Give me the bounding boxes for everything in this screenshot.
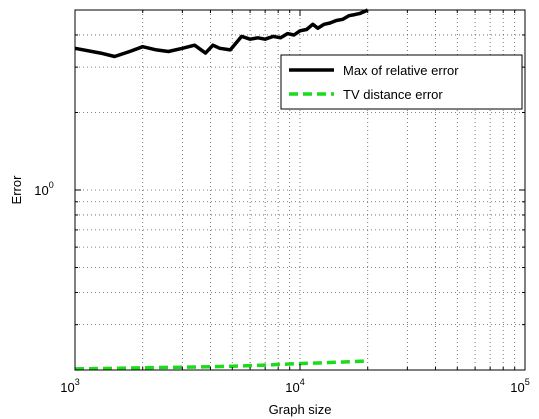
legend-label-max-relative-error: Max of relative error — [343, 63, 459, 78]
x-tick-label: 104 — [285, 377, 304, 395]
x-tick-label: 105 — [510, 377, 529, 395]
x-tick-exponent: 4 — [300, 377, 305, 387]
legend-box — [280, 54, 523, 110]
series-layer — [74, 8, 369, 371]
y-axis-title: Error — [9, 175, 24, 205]
series-line-tv-distance-error — [74, 359, 368, 371]
series-line-max-of-relative-error — [74, 8, 369, 59]
x-tick-exponent: 3 — [75, 377, 80, 387]
x-tick-exponent: 5 — [525, 377, 530, 387]
legend-label-tv-distance-error: TV distance error — [343, 87, 443, 102]
y-tick-exponent: 0 — [49, 180, 54, 190]
legend: Max of relative error TV distance error — [280, 54, 523, 110]
x-tick-label: 103 — [60, 377, 79, 395]
y-tick-label: 100 — [34, 180, 53, 198]
x-axis-title: Graph size — [269, 402, 332, 417]
